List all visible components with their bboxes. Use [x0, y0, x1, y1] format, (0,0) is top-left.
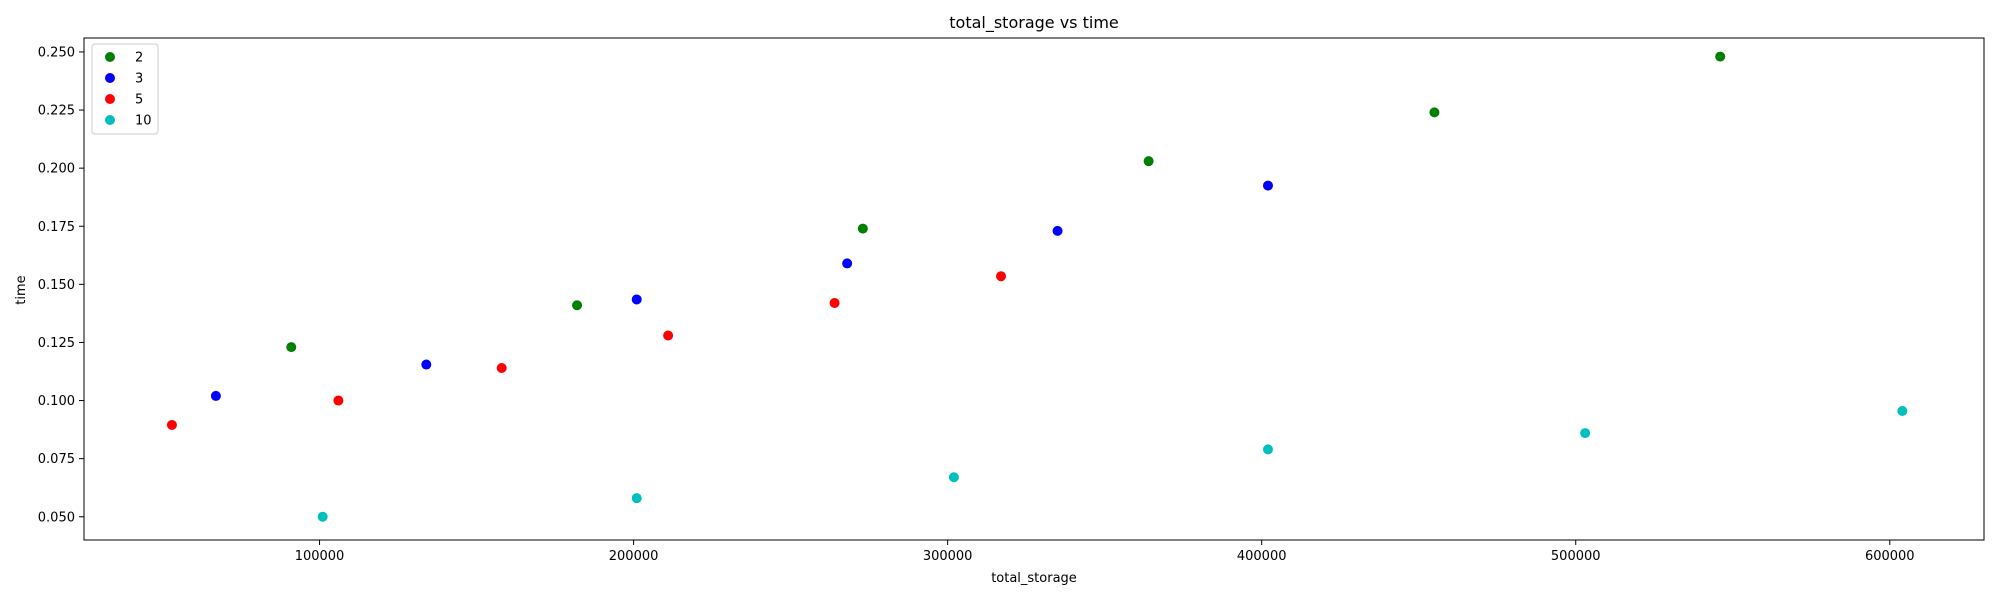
legend-marker-2 [105, 52, 115, 62]
data-point-series-2 [1143, 156, 1154, 167]
plot-area-frame [83, 37, 1985, 541]
y-tick-label: 0.250 [38, 45, 75, 60]
legend-label-3: 3 [135, 72, 143, 87]
y-tick-label: 0.075 [38, 452, 75, 467]
data-point-series-2 [857, 223, 868, 234]
y-tick-label: 0.150 [38, 278, 75, 293]
data-point-series-5 [166, 419, 177, 430]
data-point-series-10 [1897, 406, 1908, 417]
legend-marker-5 [105, 94, 115, 104]
data-points [166, 51, 1908, 522]
y-tick-label: 0.100 [38, 394, 75, 409]
y-tick-label: 0.050 [38, 510, 75, 525]
data-point-series-3 [1262, 180, 1273, 191]
x-tick-label: 200000 [609, 549, 659, 564]
data-point-series-5 [996, 271, 1007, 282]
x-tick-label: 600000 [1865, 549, 1915, 564]
legend-marker-3 [105, 73, 115, 83]
data-point-series-2 [1429, 107, 1440, 118]
data-point-series-10 [631, 493, 642, 504]
data-point-series-5 [663, 330, 674, 341]
data-point-series-2 [1715, 51, 1726, 62]
x-tick-label: 100000 [295, 549, 345, 564]
legend-marker-10 [105, 115, 115, 125]
y-axis-label: time [14, 275, 29, 304]
x-tick-label: 300000 [923, 549, 973, 564]
y-tick-label: 0.225 [38, 104, 75, 119]
data-point-series-3 [421, 359, 432, 370]
data-point-series-3 [210, 390, 221, 401]
x-axis-label: total_storage [991, 571, 1077, 586]
data-point-series-10 [1580, 428, 1591, 439]
data-point-series-5 [496, 363, 507, 374]
x-tick-label: 400000 [1237, 549, 1287, 564]
legend-box [91, 43, 159, 135]
data-point-series-5 [333, 395, 344, 406]
legend: 2 3 5 10 [91, 43, 159, 135]
axis-ticks: 100000 200000 300000 400000 500000 600000 0.05… [38, 45, 1915, 564]
data-point-series-10 [948, 472, 959, 483]
legend-label-10: 10 [135, 114, 152, 129]
data-point-series-5 [829, 297, 840, 308]
data-point-series-2 [572, 300, 583, 311]
y-tick-label: 0.200 [38, 162, 75, 177]
legend-label-5: 5 [135, 93, 143, 108]
data-point-series-10 [1262, 444, 1273, 455]
data-point-series-10 [317, 511, 328, 522]
x-tick-label: 500000 [1551, 549, 1601, 564]
legend-label-2: 2 [135, 51, 143, 66]
y-tick-label: 0.125 [38, 336, 75, 351]
chart-title: total_storage vs time [949, 13, 1119, 33]
data-point-series-3 [631, 294, 642, 305]
data-point-series-2 [286, 342, 297, 353]
data-point-series-3 [1052, 225, 1063, 236]
y-tick-label: 0.175 [38, 220, 75, 235]
data-point-series-3 [842, 258, 853, 269]
